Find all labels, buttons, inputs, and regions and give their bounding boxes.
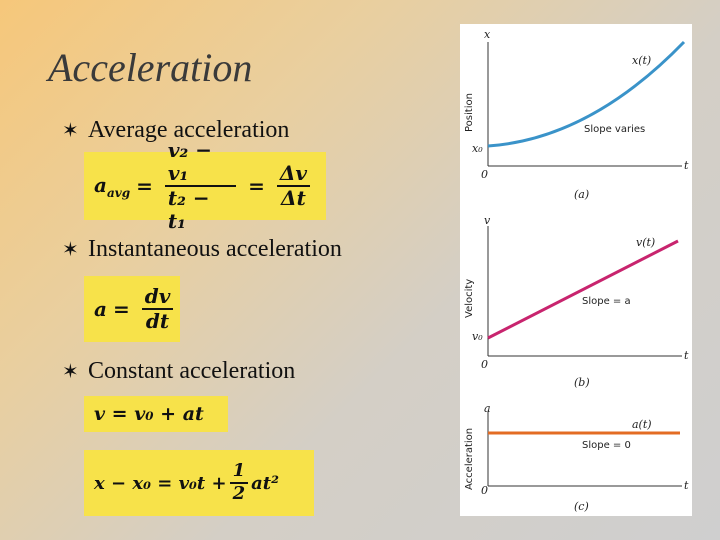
curve-label: a(t) (632, 418, 652, 431)
bullet-constant-acceleration: ✶ Constant acceleration (62, 358, 295, 385)
star-bullet-icon: ✶ (62, 239, 79, 261)
slide-title: Acceleration (48, 45, 253, 90)
eq-avg-frac2: Δv Δt (276, 162, 310, 210)
v0-label: v₀ (472, 330, 483, 343)
velocity-axis-title: Velocity (464, 279, 475, 318)
t-axis-label: t (684, 479, 689, 492)
t-axis-label: t (684, 349, 689, 362)
slope-note: Slope = 0 (582, 440, 631, 451)
y-axis-label: v (484, 214, 491, 227)
kinematics-graphs-figure: x Position x₀ t 0 x(t) Slope varies (a) … (460, 24, 692, 516)
kinematics-graphs-svg: x Position x₀ t 0 x(t) Slope varies (a) … (464, 28, 689, 513)
origin-label: 0 (481, 168, 488, 181)
bullet-label: Instantaneous acceleration (88, 236, 342, 262)
star-bullet-icon: ✶ (62, 361, 79, 383)
y-axis-label: a (484, 402, 491, 415)
velocity-graph: v Velocity v₀ t 0 v(t) Slope = a (b) (464, 214, 689, 389)
bullet-average-acceleration: ✶ Average acceleration (62, 117, 289, 144)
bullet-label: Average acceleration (88, 117, 290, 143)
y-axis-label: x (484, 28, 491, 41)
caption: (c) (574, 500, 589, 513)
curve-label: v(t) (636, 236, 655, 249)
eq-inst-frac: dv dt (141, 285, 174, 333)
position-curve (487, 40, 686, 148)
velocity-equation: v = v₀ + at (84, 396, 228, 432)
bullet-label: Constant acceleration (88, 358, 296, 384)
eq-avg-frac1: v₂ − v₁ t₂ − t₁ (164, 139, 237, 233)
slope-note: Slope varies (584, 124, 645, 135)
x0-label: x₀ (472, 142, 483, 155)
origin-label: 0 (481, 358, 488, 371)
bullet-instantaneous-acceleration: ✶ Instantaneous acceleration (62, 236, 342, 263)
curve-label: x(t) (632, 54, 651, 67)
origin-label: 0 (481, 484, 488, 497)
eq-avg-lhs: aavg (94, 172, 131, 200)
average-acceleration-equation: aavg = v₂ − v₁ t₂ − t₁ = Δv Δt (84, 139, 326, 233)
acceleration-graph: a Acceleration t 0 a(t) Slope = 0 (c) (464, 402, 689, 513)
caption: (a) (574, 188, 589, 201)
star-bullet-icon: ✶ (62, 120, 79, 142)
caption: (b) (574, 376, 590, 389)
position-axis-title: Position (464, 93, 475, 132)
t-axis-label: t (684, 159, 689, 172)
velocity-line (487, 239, 679, 340)
acceleration-axis-title: Acceleration (464, 428, 475, 490)
position-graph: x Position x₀ t 0 x(t) Slope varies (a) (464, 28, 689, 201)
instantaneous-acceleration-equation: a = dv dt (84, 276, 180, 342)
slope-note: Slope = a (582, 296, 631, 307)
